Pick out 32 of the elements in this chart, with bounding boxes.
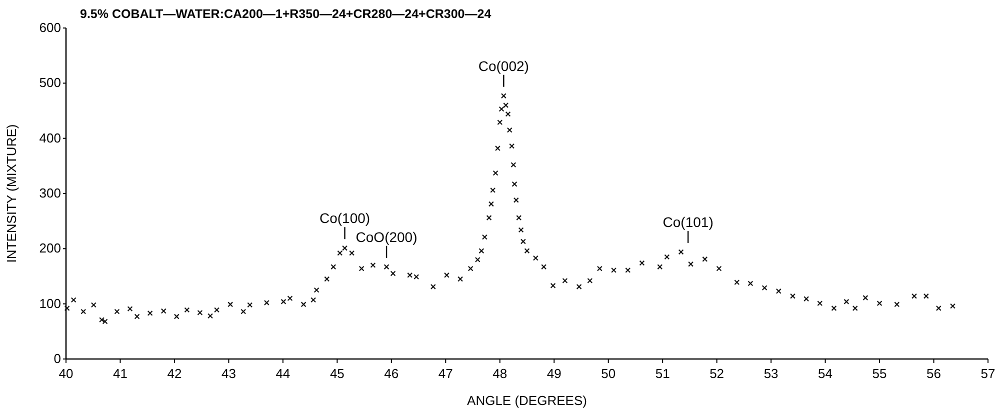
x-tick-label: 50 [601, 366, 616, 381]
annotation: Co(101) [662, 214, 714, 230]
x-tick-label: 55 [872, 366, 887, 381]
x-tick-label: 54 [818, 366, 833, 381]
x-axis-title: ANGLE (DEGREES) [467, 393, 587, 408]
x-tick-label: 51 [655, 366, 670, 381]
x-tick-label: 49 [546, 366, 562, 381]
x-tick-label: 46 [384, 366, 399, 381]
x-tick-label: 40 [58, 366, 74, 381]
y-tick-label: 300 [39, 186, 61, 200]
x-tick-label: 53 [764, 366, 778, 381]
annotation: CoO(200) [356, 228, 418, 245]
x-tick-label: 57 [980, 366, 995, 381]
x-tick-label: 43 [221, 366, 236, 381]
y-tick-label: 200 [39, 240, 61, 256]
x-tick-label: 41 [113, 366, 128, 381]
x-tick-label: 42 [167, 366, 182, 381]
y-tick-label: 0 [54, 351, 61, 366]
y-tick-label: 600 [39, 20, 61, 35]
x-tick-label: 44 [276, 366, 290, 381]
x-tick-label: 48 [492, 366, 508, 381]
y-tick-label: 400 [39, 130, 61, 146]
chart-title: 9.5% COBALT—WATER:CA200—1+R350—24+CR280—24+CR300—24 [80, 7, 492, 21]
x-tick-label: 45 [330, 366, 344, 381]
annotation: Co(002) [478, 58, 529, 74]
x-tick-label: 56 [926, 366, 941, 381]
y-axis-title: INTENSITY (MIXTURE) [4, 124, 19, 263]
x-tick-label: 47 [438, 366, 453, 381]
annotation: Co(100) [319, 210, 370, 226]
y-tick-label: 500 [39, 75, 61, 90]
x-tick-label: 52 [710, 366, 724, 381]
y-tick-label: 100 [39, 296, 61, 311]
